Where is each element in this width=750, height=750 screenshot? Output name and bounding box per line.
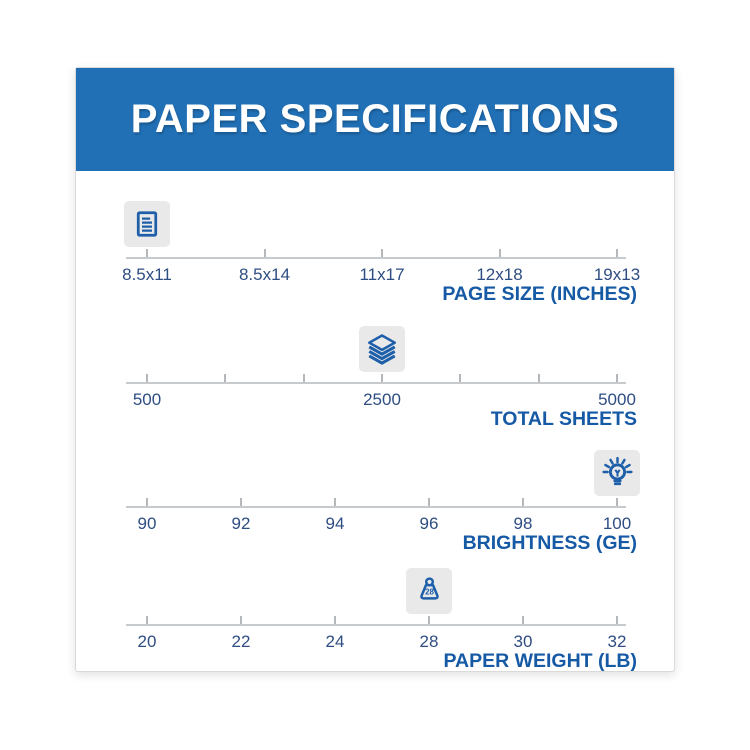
document-icon bbox=[132, 209, 162, 239]
tick-label: 90 bbox=[137, 514, 157, 533]
tick-label: 20 bbox=[137, 632, 157, 651]
scale-row-page-size-inches: 8.5x11 8.5x14 11x17 12x18 19x13 PAGE SIZE (IN… bbox=[76, 68, 674, 671]
scale-tick bbox=[240, 616, 242, 624]
scale-tick bbox=[522, 616, 524, 624]
scale-tick bbox=[302, 374, 305, 382]
scale-tick bbox=[616, 249, 618, 257]
marker-badge-page-size-inches bbox=[124, 201, 170, 247]
tick-label: 30 bbox=[513, 632, 533, 651]
scale-tick bbox=[224, 374, 227, 382]
scale-tick bbox=[459, 374, 462, 382]
scale-track bbox=[126, 382, 626, 384]
scale-tick bbox=[428, 498, 430, 506]
scale-tick bbox=[146, 249, 148, 257]
scale-tick bbox=[616, 616, 618, 624]
svg-text:28: 28 bbox=[425, 587, 434, 596]
scale-tick bbox=[334, 616, 336, 624]
scale-tick bbox=[616, 374, 618, 382]
weight-icon: 28 bbox=[413, 575, 446, 608]
paper-specifications-card: PAPER SPECIFICATIONS 8.5x11 8.5x14 11x17 12… bbox=[75, 67, 675, 672]
axis-title-page-size-inches: PAGE SIZE (INCHES) bbox=[442, 283, 637, 305]
tick-label: 12x18 bbox=[476, 265, 523, 284]
scale-row-total-sheets: 500 2500 5000 TOTAL SHEETS bbox=[76, 68, 674, 671]
scale-row-paper-weight-lb: 20 22 24 28 30 32 28 PAPER WEIGHT (LB) bbox=[76, 68, 674, 671]
scale-tick bbox=[522, 498, 524, 506]
page-title: PAPER SPECIFICATIONS bbox=[130, 97, 620, 141]
header-banner: PAPER SPECIFICATIONS bbox=[76, 68, 674, 171]
scale-track bbox=[126, 257, 626, 259]
marker-badge-paper-weight-lb: 28 bbox=[406, 568, 452, 614]
scale-track bbox=[126, 506, 626, 508]
scale-tick bbox=[146, 498, 148, 506]
scale-track bbox=[126, 624, 626, 626]
scale-tick bbox=[146, 616, 148, 624]
scale-tick bbox=[146, 374, 148, 382]
spec-scales: 8.5x11 8.5x14 11x17 12x18 19x13 PAGE SIZE (IN… bbox=[76, 68, 674, 671]
tick-label: 100 bbox=[602, 514, 632, 533]
scale-tick bbox=[616, 498, 618, 506]
scale-tick bbox=[428, 616, 430, 624]
tick-label: 8.5x11 bbox=[122, 265, 172, 284]
tick-label: 32 bbox=[607, 632, 627, 651]
tick-label: 28 bbox=[419, 632, 439, 651]
axis-title-total-sheets: TOTAL SHEETS bbox=[490, 408, 637, 430]
scale-tick bbox=[537, 374, 540, 382]
lightbulb-icon bbox=[599, 455, 636, 492]
tick-label: 500 bbox=[132, 390, 162, 409]
axis-title-brightness-ge: BRIGHTNESS (GE) bbox=[462, 532, 637, 554]
tick-label: 92 bbox=[231, 514, 251, 533]
paper-stack-icon bbox=[364, 331, 400, 367]
tick-label: 22 bbox=[231, 632, 251, 651]
tick-label: 2500 bbox=[363, 390, 401, 409]
scale-tick bbox=[498, 249, 501, 257]
marker-badge-brightness-ge bbox=[594, 450, 640, 496]
tick-label: 94 bbox=[325, 514, 345, 533]
tick-label: 11x17 bbox=[359, 265, 405, 284]
marker-badge-total-sheets bbox=[359, 326, 405, 372]
tick-label: 8.5x14 bbox=[238, 265, 291, 284]
scale-row-brightness-ge: 90 92 94 96 98 100 BRIGHTNESS (GE) bbox=[76, 68, 674, 671]
tick-label: 98 bbox=[513, 514, 533, 533]
axis-title-paper-weight-lb: PAPER WEIGHT (LB) bbox=[443, 650, 637, 672]
scale-tick bbox=[334, 498, 336, 506]
scale-tick bbox=[381, 374, 383, 382]
tick-label: 5000 bbox=[598, 390, 636, 409]
scale-tick bbox=[381, 249, 383, 257]
tick-label: 24 bbox=[325, 632, 345, 651]
scale-tick bbox=[240, 498, 242, 506]
scale-tick bbox=[263, 249, 266, 257]
tick-label: 96 bbox=[419, 514, 439, 533]
tick-label: 19x13 bbox=[593, 265, 641, 284]
